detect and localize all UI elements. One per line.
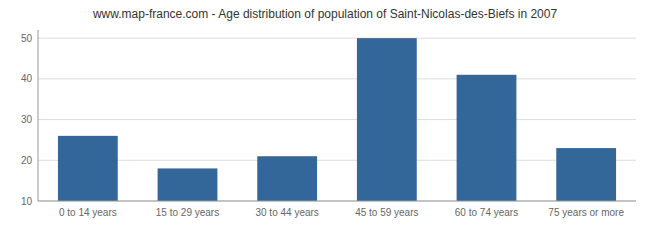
- bar: [457, 75, 517, 201]
- bar: [257, 156, 317, 201]
- y-tick-label: 40: [21, 73, 33, 84]
- x-tick-label: 75 years or more: [548, 207, 624, 218]
- x-tick-label: 60 to 74 years: [455, 207, 518, 218]
- x-tick-label: 45 to 59 years: [355, 207, 418, 218]
- y-tick-label: 10: [21, 196, 33, 207]
- x-tick-label: 15 to 29 years: [156, 207, 219, 218]
- y-grid: [38, 38, 636, 201]
- x-axis-line: [38, 201, 636, 202]
- y-tick-label: 50: [21, 33, 33, 44]
- grid-line: [38, 78, 636, 79]
- y-axis-line: [38, 30, 39, 201]
- y-tick-label: 30: [21, 114, 33, 125]
- bar: [58, 136, 118, 201]
- bar: [357, 38, 417, 201]
- chart-title: www.map-france.com - Age distribution of…: [92, 7, 558, 21]
- bars: [58, 38, 616, 201]
- grid-line: [38, 119, 636, 120]
- bar: [158, 168, 218, 201]
- grid-line: [38, 38, 636, 39]
- grid-line: [38, 201, 636, 202]
- bar: [556, 148, 616, 201]
- y-tick-label: 20: [21, 155, 33, 166]
- chart-container: www.map-france.com - Age distribution of…: [0, 0, 650, 229]
- chart-svg: www.map-france.com - Age distribution of…: [0, 0, 650, 229]
- grid-line: [38, 160, 636, 161]
- x-tick-label: 0 to 14 years: [59, 207, 117, 218]
- x-tick-label: 30 to 44 years: [255, 207, 318, 218]
